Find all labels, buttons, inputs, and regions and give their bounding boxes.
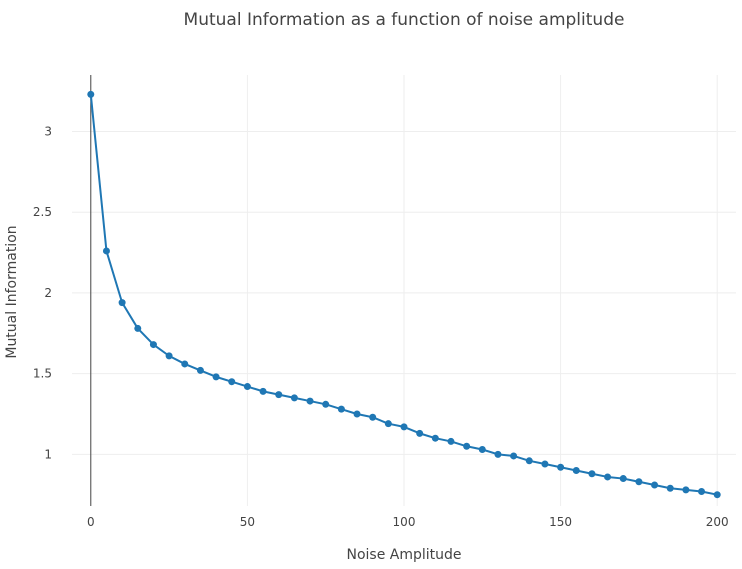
data-point (212, 373, 220, 381)
data-point (196, 366, 204, 374)
data-point (651, 481, 659, 489)
y-axis-label: Mutual Information (4, 225, 20, 358)
data-point (619, 475, 627, 483)
x-axis-label: Noise Amplitude (346, 547, 461, 563)
data-point (102, 247, 110, 255)
data-point (149, 341, 157, 349)
data-point (698, 487, 706, 495)
data-point (353, 410, 361, 418)
x-tick-label: 150 (549, 515, 572, 529)
data-point (369, 413, 377, 421)
data-point (243, 383, 251, 391)
gridlines (72, 75, 736, 506)
data-point (181, 360, 189, 368)
series-layer (87, 90, 721, 499)
data-point (447, 437, 455, 445)
x-tick-label: 100 (393, 515, 416, 529)
data-point (118, 299, 126, 307)
data-point (494, 450, 502, 458)
data-point (87, 90, 95, 98)
x-tick-label: 0 (87, 515, 95, 529)
data-point (431, 434, 439, 442)
data-point (604, 473, 612, 481)
data-point (228, 378, 236, 386)
data-point (322, 400, 330, 408)
data-point (275, 391, 283, 399)
y-tick-label: 1 (44, 447, 52, 461)
data-point (337, 405, 345, 413)
data-point (400, 423, 408, 431)
data-point (635, 478, 643, 486)
data-point (416, 429, 424, 437)
data-point (713, 491, 721, 499)
data-point (306, 397, 314, 405)
chart-title: Mutual Information as a function of nois… (184, 10, 625, 30)
data-point (572, 466, 580, 474)
x-tick-label: 200 (706, 515, 729, 529)
x-tick-label: 50 (240, 515, 255, 529)
data-point (290, 394, 298, 402)
y-tick-label: 2.5 (33, 205, 52, 219)
data-point (682, 486, 690, 494)
data-point (165, 352, 173, 360)
tick-labels: 0 50 100 150 200 1 1.5 2 2.5 3 (33, 124, 729, 529)
y-tick-label: 3 (44, 124, 52, 138)
y-tick-label: 2 (44, 286, 52, 300)
data-point (541, 460, 549, 468)
data-point (134, 324, 142, 332)
data-point (557, 463, 565, 471)
data-point (525, 457, 533, 465)
data-point (259, 387, 267, 395)
data-point (666, 484, 674, 492)
data-point (463, 442, 471, 450)
data-point (478, 446, 486, 454)
data-point (384, 420, 392, 428)
data-point (588, 470, 596, 478)
data-point (510, 452, 518, 460)
y-tick-label: 1.5 (33, 367, 52, 381)
